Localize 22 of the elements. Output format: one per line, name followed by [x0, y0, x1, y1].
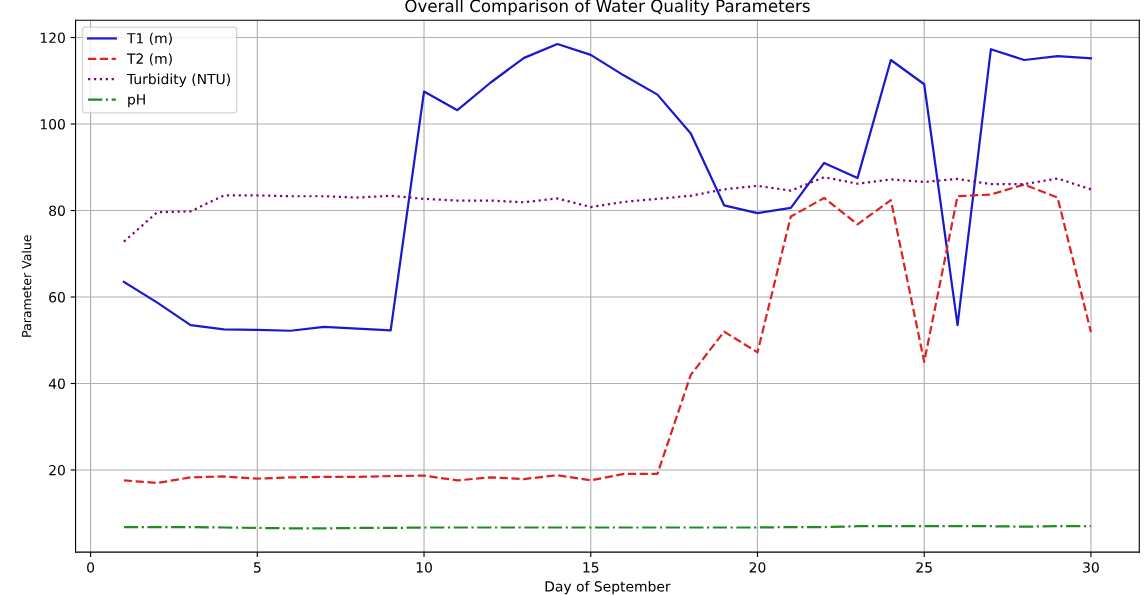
y-tick-label: 20 [49, 464, 65, 476]
y-axis-title: Parameter Value [21, 235, 32, 337]
legend-label: Turbidity (NTU) [126, 73, 230, 87]
y-tick-label: 120 [40, 32, 65, 43]
x-tick-label: 15 [583, 562, 599, 573]
y-tick-label: 60 [49, 291, 65, 303]
y-tick-label: 80 [49, 205, 65, 216]
x-axis-title: Day of September [545, 580, 671, 595]
legend-label: T1 (m) [126, 32, 172, 46]
x-tick-label: 0 [87, 562, 95, 573]
legend-label: pH [128, 94, 145, 108]
line-series [122, 176, 1093, 243]
x-tick-label: 25 [916, 562, 932, 573]
legend-label: T2 (m) [126, 53, 172, 66]
y-tick-label: 100 [40, 118, 65, 130]
y-tick-label: 40 [48, 378, 65, 389]
x-tick-label: 20 [749, 562, 766, 573]
x-tick-label: 5 [253, 562, 261, 573]
x-tick-label: 30 [1083, 562, 1099, 573]
line-series [122, 183, 1093, 485]
chart-title: Overall Comparison of Water Quality Parameters [405, 0, 810, 16]
x-tick-label: 10 [416, 562, 432, 573]
